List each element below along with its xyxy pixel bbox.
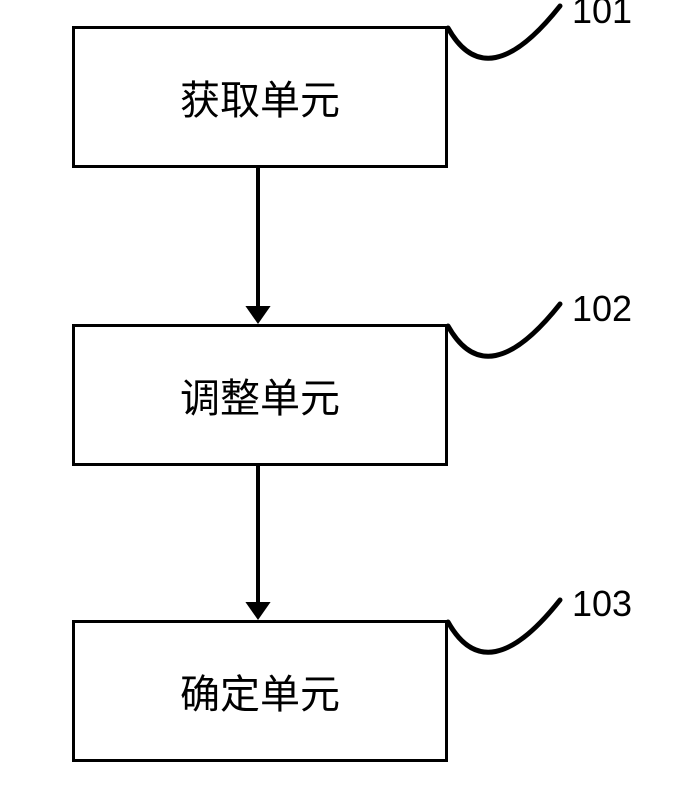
callout-path <box>448 600 560 652</box>
diagram-canvas: 获取单元 调整单元 确定单元 101 102 103 <box>0 0 693 794</box>
callout-curve-103 <box>0 0 693 794</box>
callout-text-value: 103 <box>572 583 632 624</box>
callout-label-103: 103 <box>572 583 632 625</box>
